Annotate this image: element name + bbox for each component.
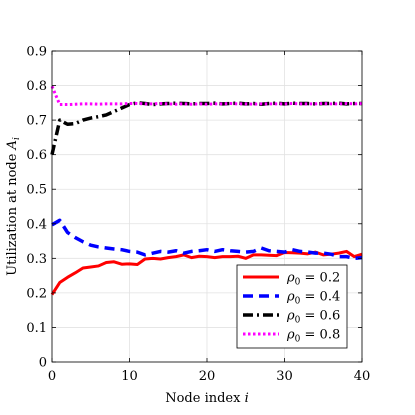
y-tick-label: 0.6 (26, 148, 47, 163)
legend: ρ0 = 0.2 ρ0 = 0.4 ρ0 = 0.6 ρ0 = 0.8 (236, 264, 348, 349)
series-lines (50, 85, 363, 296)
x-tick-label: 40 (354, 369, 371, 384)
axis-ticks (51, 50, 363, 363)
legend-label: ρ0 = 0.4 (286, 290, 340, 307)
y-tick-label: 0.7 (26, 114, 47, 129)
series-line-2 (51, 218, 363, 261)
x-tick-label: 0 (48, 369, 56, 384)
y-tick-label: 0.1 (26, 321, 47, 336)
y-axis-label: Utilization at node Ai (5, 137, 22, 276)
x-axis-label: Node index i (165, 391, 249, 406)
series-line-4 (50, 85, 363, 107)
y-tick-label: 0 (39, 356, 47, 371)
x-tick-labels: 0 10 20 30 40 (48, 369, 370, 384)
y-tick-label: 0.8 (26, 79, 47, 94)
legend-label: ρ0 = 0.8 (286, 328, 340, 345)
legend-label: ρ0 = 0.2 (286, 271, 340, 288)
y-tick-labels: 0 0.1 0.2 0.3 0.4 0.5 0.6 0.7 0.8 0.9 (26, 45, 47, 371)
x-tick-label: 30 (276, 369, 293, 384)
y-tick-label: 0.3 (26, 252, 47, 267)
x-tick-label: 10 (121, 369, 138, 384)
y-tick-label: 0.2 (26, 286, 47, 301)
x-tick-label: 20 (199, 369, 216, 384)
y-tick-label: 0.5 (26, 183, 47, 198)
y-tick-label: 0.9 (26, 45, 47, 60)
legend-label: ρ0 = 0.6 (286, 309, 340, 326)
y-tick-label: 0.4 (26, 217, 47, 232)
